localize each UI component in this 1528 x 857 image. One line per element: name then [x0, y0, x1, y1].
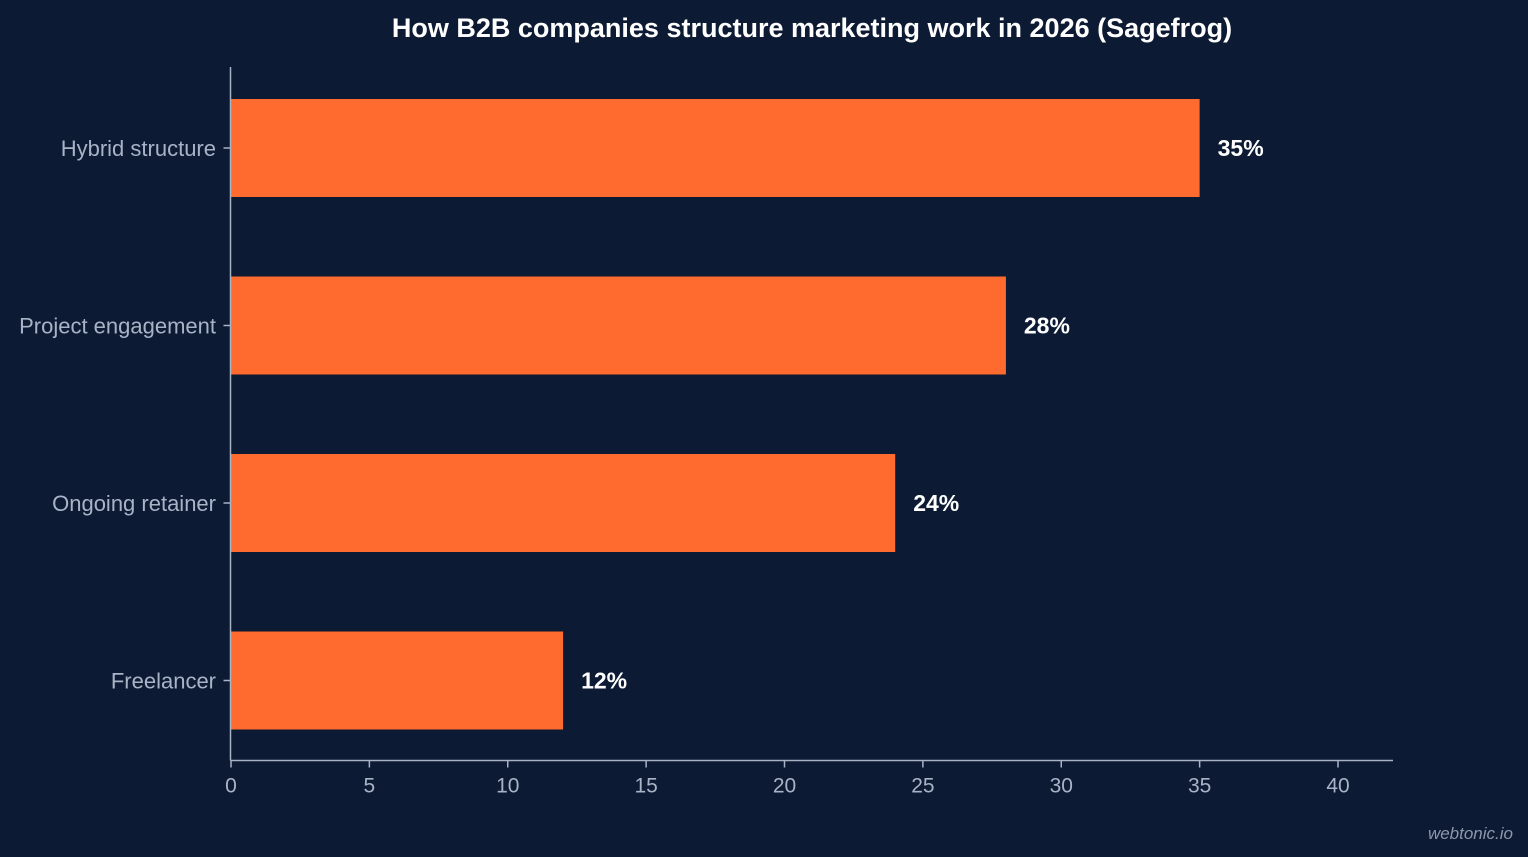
value-label-1: 28%	[1024, 313, 1070, 339]
value-label-2: 24%	[913, 490, 959, 516]
bars-layer: 35% 28% 24% 12%	[231, 99, 1264, 730]
bar-3	[231, 631, 564, 730]
x-tick-label-4: 20	[773, 775, 796, 798]
bar-0	[231, 99, 1200, 197]
bar-2	[231, 454, 896, 552]
x-tick-label-7: 35	[1188, 775, 1211, 798]
x-tick-label-8: 40	[1326, 775, 1349, 798]
category-label-0: Hybrid structure	[61, 136, 216, 161]
axes-layer: Hybrid structure Project engagement Ongoin…	[19, 67, 1393, 798]
category-label-3: Freelancer	[111, 669, 216, 694]
value-label-3: 12%	[581, 668, 627, 694]
value-label-0: 35%	[1218, 135, 1264, 161]
chart-title: How B2B companies structure marketing wo…	[392, 13, 1232, 43]
category-label-2: Ongoing retainer	[52, 491, 216, 516]
x-tick-label-5: 25	[911, 775, 934, 798]
category-label-1: Project engagement	[19, 314, 216, 339]
x-tick-label-0: 0	[225, 775, 237, 798]
x-tick-label-3: 15	[634, 775, 657, 798]
x-tick-label-1: 5	[364, 775, 376, 798]
bar-1	[231, 276, 1006, 375]
watermark-text: webtonic.io	[1428, 824, 1513, 843]
x-tick-label-6: 30	[1050, 775, 1073, 798]
x-tick-label-2: 10	[496, 775, 519, 798]
